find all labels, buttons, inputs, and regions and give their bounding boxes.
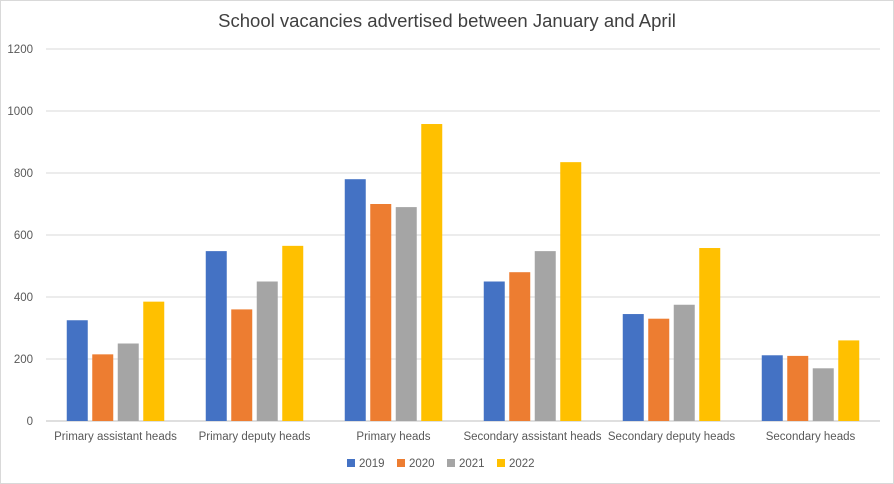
bar-2021 — [673, 304, 695, 421]
bar-2019 — [344, 179, 366, 421]
y-tick-label: 800 — [14, 168, 33, 180]
bar-2020 — [92, 354, 114, 421]
bar-2019 — [483, 281, 505, 421]
bar-2020 — [648, 318, 670, 421]
category-label: Secondary deputy heads — [608, 431, 735, 443]
bar-2020 — [787, 355, 809, 421]
bar-2022 — [282, 245, 304, 421]
bar-2022 — [838, 340, 860, 421]
bar-2019 — [761, 355, 783, 421]
category-label: Secondary heads — [766, 431, 856, 443]
bar-2019 — [622, 314, 644, 421]
bar-2022 — [143, 301, 165, 421]
legend-label: 2019 — [359, 458, 385, 470]
bar-2022 — [421, 124, 443, 422]
bar-2021 — [534, 251, 556, 421]
y-tick-label: 200 — [14, 354, 33, 366]
chart-title: School vacancies advertised between Janu… — [218, 10, 676, 31]
bar-2022 — [560, 162, 582, 421]
y-tick-label: 400 — [14, 292, 33, 304]
bar-2019 — [205, 251, 227, 421]
legend-swatch-2019 — [347, 459, 355, 467]
y-tick-label: 1200 — [7, 44, 33, 56]
bar-2019 — [66, 320, 88, 421]
bar-2020 — [370, 204, 392, 421]
category-label: Primary heads — [356, 431, 430, 443]
legend-swatch-2022 — [497, 459, 505, 467]
category-label: Primary deputy heads — [199, 431, 311, 443]
bar-2022 — [699, 248, 721, 421]
legend-label: 2021 — [459, 458, 485, 470]
legend-swatch-2021 — [447, 459, 455, 467]
category-label: Secondary assistant heads — [463, 431, 601, 443]
bar-2021 — [117, 343, 139, 421]
bar-2021 — [256, 281, 278, 421]
y-tick-label: 1000 — [7, 106, 33, 118]
y-tick-label: 0 — [27, 416, 33, 428]
bar-2021 — [812, 368, 834, 421]
legend-label: 2020 — [409, 458, 435, 470]
bar-2020 — [509, 272, 531, 421]
bar-2020 — [231, 309, 253, 421]
y-tick-label: 600 — [14, 230, 33, 242]
bar-2021 — [395, 207, 417, 421]
legend-label: 2022 — [509, 458, 535, 470]
category-label: Primary assistant heads — [54, 431, 177, 443]
legend-swatch-2020 — [397, 459, 405, 467]
